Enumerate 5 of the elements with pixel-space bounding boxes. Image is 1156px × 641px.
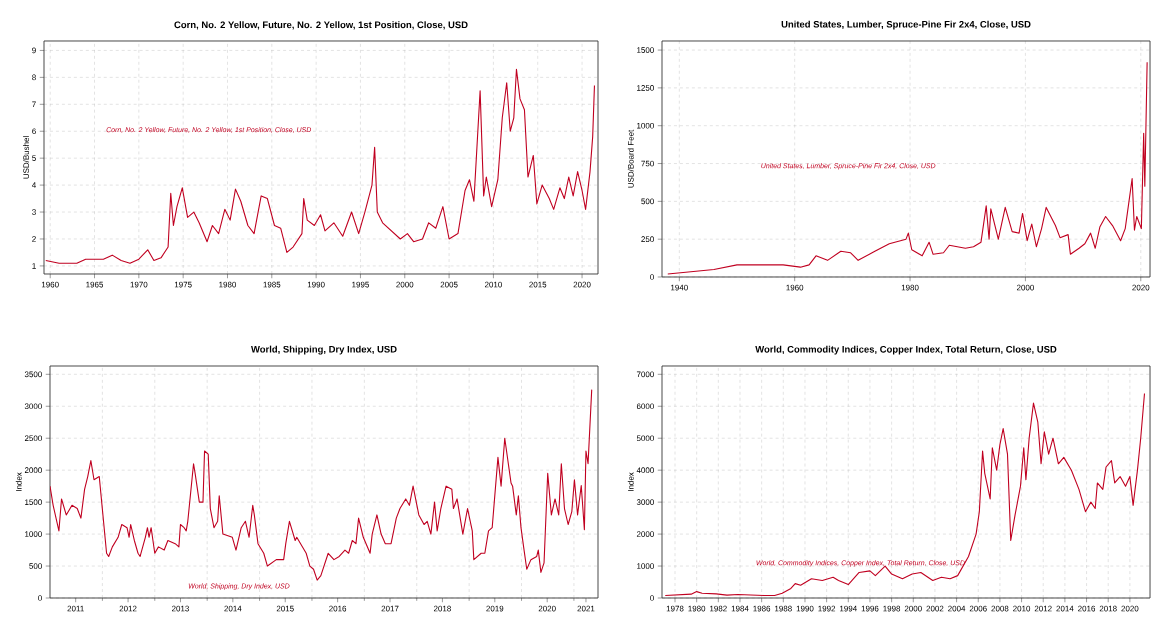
chart-title: United States, Lumber, Spruce-Pine Fir 2x4, Close, USD bbox=[781, 20, 1031, 30]
chart-title: Corn, No. 2 Yellow, Future, No. 2 Yellow, 1st Position, Close, USD bbox=[174, 21, 468, 30]
chart-title: World, Shipping, Dry Index, USD bbox=[251, 345, 397, 355]
line-series bbox=[664, 392, 1146, 596]
chart-title: World, Commodity Indices, Copper Index, Total Return, Close, USD bbox=[755, 345, 1057, 355]
